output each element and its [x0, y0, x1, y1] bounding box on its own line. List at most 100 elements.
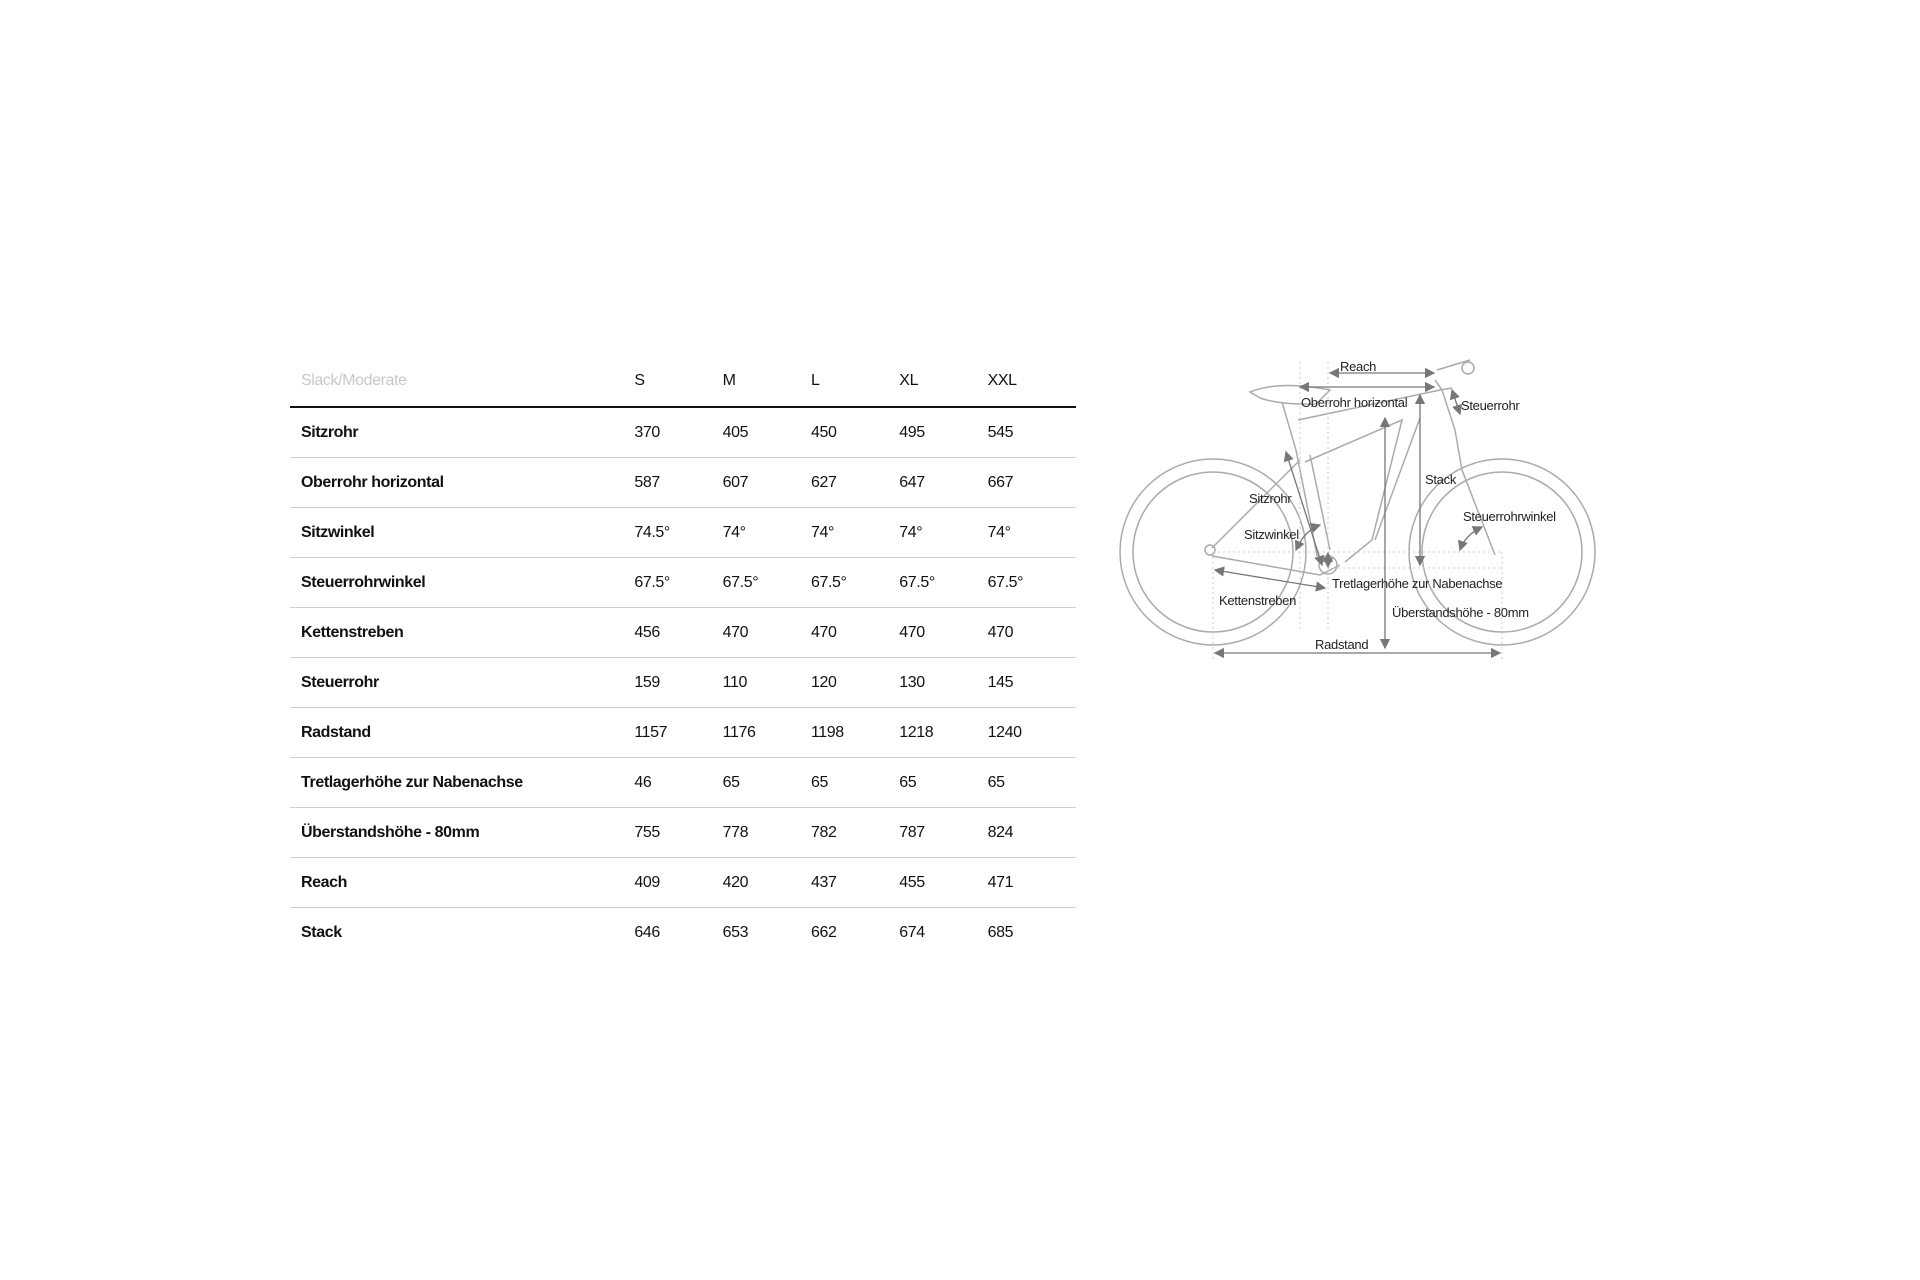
cell-s: 46: [634, 773, 652, 791]
size-header-xxl: XXL: [987, 356, 1076, 408]
table-header-row: Slack/Moderate S M L XL XXL: [290, 356, 1076, 408]
cell-xl: 130: [899, 673, 925, 691]
table-row: Steuerrohrwinkel 67.5° 67.5° 67.5° 67.5° 67.5…: [290, 558, 1076, 608]
table-row: Steuerrohr 159 110 120 130 145: [290, 658, 1076, 708]
size-header-xl: XL: [899, 356, 988, 408]
label-standover: Überstandshöhe - 80mm: [1392, 605, 1529, 620]
frame: [1204, 359, 1496, 576]
row-label: Radstand: [301, 723, 371, 741]
cell-xl: 470: [899, 623, 925, 641]
label-top-tube: Oberrohr horizontal: [1301, 395, 1408, 410]
cell-l: 470: [810, 623, 837, 641]
cell-s: 646: [634, 923, 660, 941]
table-row: Radstand 1157 1176 1198 1218 1240: [290, 708, 1076, 758]
cell-xxl: 145: [987, 673, 1014, 691]
size-header-m: M: [722, 356, 811, 408]
cell-m: 470: [722, 623, 749, 641]
cell-m: 1176: [722, 723, 756, 741]
cell-l: 120: [810, 673, 837, 691]
rear-wheel: [1119, 458, 1307, 646]
cell-xxl: 667: [987, 473, 1014, 491]
cell-xl: 1218: [899, 723, 934, 741]
cell-l: 782: [810, 823, 837, 841]
cell-s: 755: [634, 823, 660, 841]
front-wheel: [1408, 458, 1596, 646]
cell-s: 456: [634, 623, 660, 641]
category-header: Slack/Moderate: [290, 356, 635, 408]
row-label: Kettenstreben: [301, 623, 404, 641]
cell-s: 159: [634, 673, 660, 691]
table-row: Kettenstreben 456 470 470 470 470: [290, 608, 1076, 658]
geometry-table: Slack/Moderate S M L XL XXL Sitzrohr 370 4…: [290, 356, 1076, 957]
cell-l: 67.5°: [810, 573, 847, 591]
row-label: Steuerrohr: [301, 673, 379, 691]
cell-l: 65: [810, 773, 828, 791]
table-row: Oberrohr horizontal 587 607 627 647 667: [290, 458, 1076, 508]
label-wheelbase: Radstand: [1315, 637, 1368, 652]
seat-tube-arrow: [1283, 450, 1325, 567]
row-label: Stack: [301, 923, 342, 941]
cell-xl: 74°: [899, 523, 923, 541]
label-seat-angle: Sitzwinkel: [1244, 527, 1299, 542]
cell-l: 662: [810, 923, 837, 941]
cell-xxl: 685: [987, 923, 1014, 941]
label-chainstay: Kettenstreben: [1219, 593, 1296, 608]
label-head-tube: Steuerrohr: [1461, 398, 1520, 413]
cell-xl: 647: [899, 473, 925, 491]
row-label: Reach: [301, 873, 348, 891]
label-reach: Reach: [1340, 359, 1376, 374]
cell-m: 607: [722, 473, 749, 491]
cell-xxl: 65: [987, 773, 1005, 791]
size-header-s: S: [634, 356, 723, 408]
cell-s: 370: [634, 423, 660, 441]
cell-l: 450: [810, 423, 837, 441]
cell-l: 74°: [810, 523, 834, 541]
table-row: Reach 409 420 437 455 471: [290, 858, 1076, 908]
table-row: Sitzwinkel 74.5° 74° 74° 74° 74°: [290, 508, 1076, 558]
cell-s: 74.5°: [634, 523, 670, 541]
head-angle-arrow: [1457, 526, 1484, 552]
cell-s: 67.5°: [634, 573, 670, 591]
cell-l: 437: [810, 873, 837, 891]
size-header-l: L: [810, 356, 900, 408]
row-label: Oberrohr horizontal: [301, 473, 444, 491]
table-row: Sitzrohr 370 405 450 495 545: [290, 407, 1076, 458]
chainstay-arrow: [1213, 566, 1327, 592]
table-row: Stack 646 653 662 674 685: [290, 908, 1076, 958]
cell-s: 1157: [634, 723, 668, 741]
cell-xl: 67.5°: [899, 573, 935, 591]
table-body: Sitzrohr 370 405 450 495 545 Oberrohr horizont…: [290, 407, 1076, 957]
cell-xl: 787: [899, 823, 925, 841]
seat-angle-arrow: [1294, 522, 1322, 552]
cell-m: 405: [722, 423, 749, 441]
table-row: Überstandshöhe - 80mm 755 778 782 787 824: [290, 808, 1076, 858]
dimension-guides: [1212, 362, 1503, 660]
cell-l: 1198: [810, 723, 844, 741]
cell-m: 67.5°: [722, 573, 759, 591]
cell-xxl: 471: [987, 873, 1014, 891]
cell-m: 778: [722, 823, 749, 841]
label-stack: Stack: [1425, 472, 1457, 487]
cell-m: 653: [722, 923, 749, 941]
label-head-angle: Steuerrohrwinkel: [1463, 509, 1556, 524]
row-label: Steuerrohrwinkel: [301, 573, 426, 591]
label-bb-drop: Tretlagerhöhe zur Nabenachse: [1332, 576, 1502, 591]
cell-xl: 455: [899, 873, 925, 891]
cell-s: 409: [634, 873, 660, 891]
row-label: Sitzrohr: [301, 423, 359, 441]
label-seat-tube: Sitzrohr: [1249, 491, 1292, 506]
table-row: Tretlagerhöhe zur Nabenachse 46 65 65 65 65: [290, 758, 1076, 808]
cell-l: 627: [810, 473, 837, 491]
diagram-labels: Reach Oberrohr horizontal Steuerrohr Sta…: [1219, 359, 1556, 652]
cell-xxl: 824: [987, 823, 1014, 841]
cell-xxl: 67.5°: [987, 573, 1024, 591]
dimension-arrows: [1213, 367, 1502, 659]
cell-m: 110: [722, 673, 748, 691]
cell-xl: 65: [899, 773, 917, 791]
cell-xl: 495: [899, 423, 925, 441]
cell-s: 587: [634, 473, 660, 491]
cell-m: 420: [722, 873, 749, 891]
cell-xl: 674: [899, 923, 925, 941]
cell-m: 65: [722, 773, 740, 791]
head-tube-arrow: [1449, 388, 1463, 416]
